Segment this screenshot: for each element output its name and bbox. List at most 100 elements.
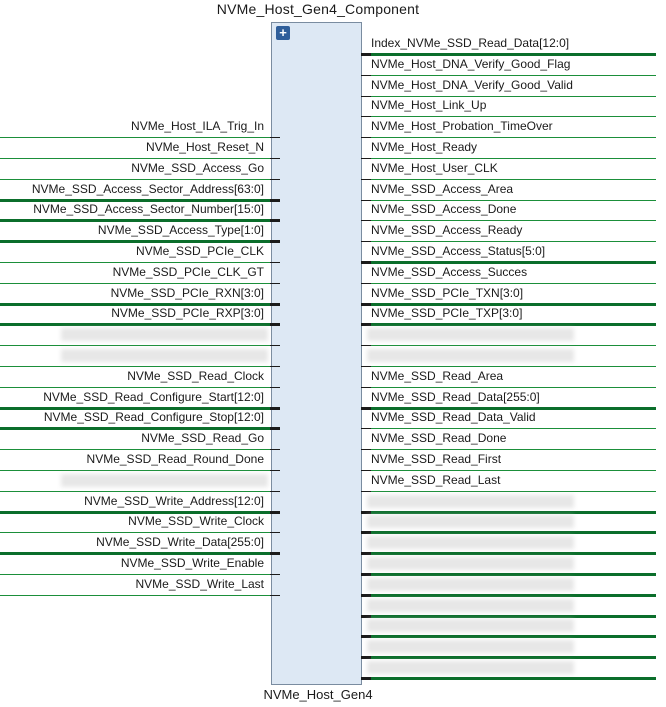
right-pin[interactable]: NVMe_Host_DNA_Verify_Good_Flag: [361, 55, 666, 76]
signal-wire[interactable]: [361, 178, 656, 180]
left-pin[interactable]: NVMe_SSD_Write_Clock: [0, 512, 280, 534]
bus-wire[interactable]: [0, 302, 280, 306]
signal-wire[interactable]: [361, 158, 656, 159]
left-pin[interactable]: NVMe_SSD_Access_Sector_Number[15:0]: [0, 200, 280, 223]
right-pin[interactable]: NVMe_SSD_Access_Succes: [361, 263, 666, 284]
left-pin[interactable]: NVMe_SSD_Read_Configure_Start[12:0]: [0, 388, 280, 410]
bus-wire[interactable]: [361, 531, 656, 535]
signal-wire[interactable]: [361, 386, 656, 388]
signal-wire[interactable]: [0, 282, 280, 284]
right-pin[interactable]: NVMe_Host_Link_Up: [361, 96, 666, 118]
signal-wire[interactable]: [0, 345, 280, 347]
signal-wire[interactable]: [361, 74, 656, 76]
signal-wire[interactable]: [0, 490, 280, 492]
signal-wire[interactable]: [0, 574, 280, 575]
bus-wire[interactable]: [361, 656, 656, 660]
bus-wire[interactable]: [0, 219, 280, 223]
left-pin-obscured[interactable]: [0, 325, 280, 347]
bus-wire[interactable]: [361, 593, 656, 597]
bus-wire[interactable]: [0, 198, 280, 202]
right-pin-obscured[interactable]: [361, 596, 666, 618]
left-pin[interactable]: NVMe_SSD_Write_Enable: [0, 554, 280, 575]
left-pin-obscured[interactable]: [0, 471, 280, 492]
bus-wire[interactable]: [361, 677, 656, 680]
right-pin-obscured[interactable]: [361, 512, 666, 535]
bus-wire[interactable]: [0, 552, 280, 556]
right-pin[interactable]: Index_NVMe_SSD_Read_Data[12:0]: [361, 34, 666, 56]
right-pin-obscured[interactable]: [361, 492, 666, 514]
right-pin-obscured[interactable]: [361, 616, 666, 639]
left-pin[interactable]: NVMe_Host_Reset_N: [0, 138, 280, 159]
right-pin-obscured[interactable]: [361, 554, 666, 576]
bus-wire[interactable]: [361, 323, 656, 327]
right-pin[interactable]: NVMe_Host_User_CLK: [361, 159, 666, 180]
signal-wire[interactable]: [0, 470, 280, 471]
expand-plus-icon[interactable]: +: [276, 26, 290, 40]
left-pin-obscured[interactable]: [0, 346, 280, 367]
bus-wire[interactable]: [361, 573, 656, 576]
left-pin[interactable]: NVMe_SSD_PCIe_RXN[3:0]: [0, 284, 280, 306]
right-pin[interactable]: NVMe_Host_DNA_Verify_Good_Valid: [361, 76, 666, 97]
right-pin-obscured[interactable]: [361, 346, 666, 367]
right-pin[interactable]: NVMe_SSD_Read_Done: [361, 429, 666, 451]
component-block[interactable]: [271, 22, 362, 685]
signal-wire[interactable]: [0, 594, 280, 596]
bus-wire[interactable]: [0, 406, 280, 410]
left-pin[interactable]: NVMe_SSD_Write_Last: [0, 575, 280, 596]
left-pin[interactable]: NVMe_SSD_Access_Go: [0, 159, 280, 180]
bus-wire[interactable]: [361, 261, 656, 264]
left-pin[interactable]: NVMe_SSD_Write_Address[12:0]: [0, 492, 280, 514]
right-pin-obscured[interactable]: [361, 325, 666, 347]
signal-wire[interactable]: [0, 386, 280, 388]
left-pin[interactable]: NVMe_SSD_Access_Sector_Address[63:0]: [0, 180, 280, 202]
signal-wire[interactable]: [361, 220, 656, 222]
right-pin[interactable]: NVMe_SSD_Read_Data[255:0]: [361, 388, 666, 410]
signal-wire[interactable]: [361, 366, 656, 367]
right-pin-obscured[interactable]: [361, 533, 666, 556]
right-pin[interactable]: NVMe_SSD_Read_Data_Valid: [361, 408, 666, 430]
left-pin[interactable]: NVMe_Host_ILA_Trig_In: [0, 117, 280, 139]
signal-wire[interactable]: [361, 95, 656, 97]
right-pin-obscured[interactable]: [361, 575, 666, 597]
signal-wire[interactable]: [361, 490, 656, 492]
right-pin[interactable]: NVMe_SSD_Access_Ready: [361, 221, 666, 243]
signal-wire[interactable]: [0, 366, 280, 367]
bus-wire[interactable]: [0, 427, 280, 431]
right-pin[interactable]: NVMe_SSD_Read_Area: [361, 367, 666, 388]
left-pin[interactable]: NVMe_SSD_PCIe_CLK_GT: [0, 263, 280, 284]
signal-wire[interactable]: [361, 345, 656, 347]
left-pin[interactable]: NVMe_SSD_Read_Go: [0, 429, 280, 451]
bus-wire[interactable]: [361, 510, 656, 514]
signal-wire[interactable]: [0, 158, 280, 159]
signal-wire[interactable]: [361, 199, 656, 201]
right-pin[interactable]: NVMe_SSD_Read_First: [361, 450, 666, 471]
left-pin[interactable]: NVMe_SSD_Read_Round_Done: [0, 450, 280, 471]
signal-wire[interactable]: [361, 449, 656, 451]
signal-wire[interactable]: [0, 532, 280, 534]
bus-wire[interactable]: [361, 552, 656, 556]
bus-wire[interactable]: [0, 240, 280, 244]
left-pin[interactable]: NVMe_SSD_Read_Configure_Stop[12:0]: [0, 408, 280, 431]
bus-wire[interactable]: [0, 510, 280, 514]
bus-wire[interactable]: [361, 53, 656, 56]
signal-wire[interactable]: [0, 178, 280, 180]
signal-wire[interactable]: [0, 262, 280, 263]
right-pin-obscured[interactable]: [361, 637, 666, 660]
left-pin[interactable]: NVMe_SSD_PCIe_RXP[3:0]: [0, 304, 280, 327]
bus-wire[interactable]: [361, 302, 656, 306]
signal-wire[interactable]: [361, 428, 656, 430]
right-pin[interactable]: NVMe_SSD_Access_Done: [361, 200, 666, 222]
bus-wire[interactable]: [361, 614, 656, 618]
right-pin[interactable]: NVMe_SSD_PCIe_TXN[3:0]: [361, 284, 666, 306]
bus-wire[interactable]: [0, 323, 280, 327]
right-pin[interactable]: NVMe_Host_Ready: [361, 138, 666, 159]
signal-wire[interactable]: [361, 241, 656, 243]
signal-wire[interactable]: [361, 116, 656, 118]
right-pin[interactable]: NVMe_SSD_Access_Area: [361, 180, 666, 201]
right-pin[interactable]: NVMe_Host_Probation_TimeOver: [361, 117, 666, 139]
right-pin[interactable]: NVMe_SSD_PCIe_TXP[3:0]: [361, 304, 666, 327]
right-pin-obscured[interactable]: [361, 658, 666, 680]
bus-wire[interactable]: [361, 406, 656, 410]
signal-wire[interactable]: [0, 137, 280, 139]
signal-wire[interactable]: [361, 282, 656, 284]
